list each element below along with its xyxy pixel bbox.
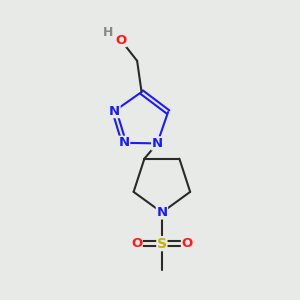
Text: O: O [182,237,193,250]
Text: S: S [157,237,167,250]
Text: O: O [115,34,126,46]
Text: O: O [131,237,142,250]
Text: N: N [152,137,163,150]
Text: N: N [109,105,120,118]
Text: N: N [156,206,167,219]
Text: N: N [118,136,130,149]
Text: H: H [103,26,113,39]
